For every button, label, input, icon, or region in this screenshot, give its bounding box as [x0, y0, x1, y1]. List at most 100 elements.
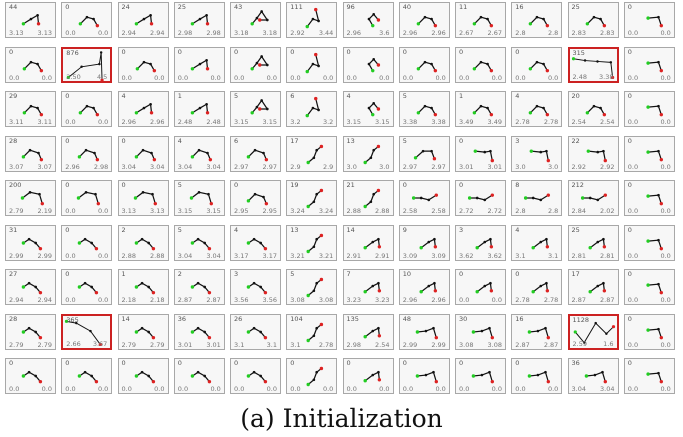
arm-pose-figure: [467, 193, 495, 202]
end-effector-marker: [320, 277, 324, 282]
cell-count: 0: [515, 359, 520, 367]
cell-right-value: 3.04: [600, 385, 615, 393]
arm-joint: [260, 10, 263, 13]
cell-count: 0: [459, 270, 464, 278]
end-effector-marker: [489, 244, 494, 248]
pose-cell: 96 2.96 3.6: [342, 2, 394, 38]
arm-pose-figure: [306, 277, 324, 298]
arm-joint: [536, 373, 540, 377]
arm-joint: [36, 13, 39, 17]
arm-joint: [312, 378, 316, 382]
base-joint-marker: [528, 111, 533, 115]
cell-count: 0: [515, 270, 520, 278]
cell-left-value: 3.15: [234, 118, 249, 126]
arm-joint: [311, 17, 315, 21]
cell-left-value: 2.97: [402, 162, 418, 171]
base-joint-marker: [190, 22, 194, 26]
arm-joint: [100, 50, 103, 54]
end-effector-marker: [433, 289, 437, 293]
end-effector-marker: [610, 75, 614, 79]
arm-joint: [370, 240, 374, 243]
arm-links: [473, 60, 492, 71]
cell-count: 0: [515, 47, 520, 56]
arm-pose-figure: [646, 282, 663, 295]
arm-links: [79, 282, 98, 294]
cell-count: 365: [66, 315, 79, 324]
arm-joint: [29, 60, 33, 63]
base-joint-marker: [21, 154, 26, 159]
end-effector-marker: [153, 201, 157, 206]
cell-right-value: 2.58: [431, 207, 446, 215]
arm-links: [364, 189, 379, 207]
cell-right-value: 0.0: [97, 251, 109, 260]
base-joint-marker: [370, 112, 374, 117]
base-joint-marker: [78, 374, 82, 378]
pose-cell: 0 0.0 0.0: [623, 269, 675, 305]
pose-cell: 28 2.79 2.79: [5, 313, 56, 350]
cell-left-value: 3.1: [234, 340, 245, 349]
arm-pose-figure: [190, 102, 210, 115]
cell-left-value: 3.0: [515, 162, 526, 171]
cell-count: 2: [177, 270, 182, 278]
pose-cell: 5 3.08 3.08: [286, 269, 338, 305]
end-effector-marker: [377, 289, 381, 293]
end-effector-marker: [659, 157, 663, 161]
cell-right-value: 0.0: [660, 340, 671, 349]
arm-pose-figure: [20, 191, 45, 206]
pose-cell: 16 2.8 2.8: [511, 2, 563, 38]
arm-joint: [593, 321, 597, 324]
arm-joint: [196, 370, 200, 374]
base-joint-marker: [646, 149, 650, 154]
cell-count: 0: [177, 359, 182, 367]
cell-count: 0: [459, 136, 464, 145]
arm-joint: [34, 241, 38, 244]
arm-links: [367, 102, 379, 115]
arm-joint: [479, 60, 483, 63]
pose-cell: 0 0.0 0.0: [173, 46, 225, 83]
cell-right-value: 0.0: [210, 73, 221, 82]
base-joint-marker: [362, 379, 367, 383]
base-joint-marker: [370, 68, 374, 72]
arm-joint: [656, 149, 660, 152]
cell-left-value: 2.84: [571, 207, 586, 215]
cell-left-value: 0.0: [627, 118, 639, 126]
end-effector-marker: [545, 289, 550, 293]
end-effector-marker: [603, 158, 607, 162]
arm-joint: [371, 57, 375, 61]
arm-joint: [148, 13, 152, 17]
cell-left-value: 0.0: [515, 73, 526, 82]
cell-left-value: 3.01: [459, 162, 474, 171]
arm-joint: [486, 106, 489, 110]
end-effector-marker: [376, 18, 380, 22]
arm-joint: [98, 62, 101, 65]
pose-cell: 0 2.78 2.78: [511, 269, 563, 305]
end-effector-marker: [263, 379, 268, 384]
base-joint-marker: [190, 66, 194, 70]
arm-joint: [146, 330, 150, 333]
end-effector-marker: [490, 379, 495, 384]
arm-joint: [595, 150, 599, 153]
pose-cell: 0 0.0 0.0: [173, 358, 225, 394]
base-joint-marker: [246, 329, 251, 334]
end-effector-marker: [659, 23, 663, 28]
cell-right-value: 2.99: [37, 251, 52, 260]
base-joint-marker: [646, 60, 650, 65]
cell-count: 27: [9, 270, 18, 278]
arm-joint: [423, 104, 427, 108]
arm-joint: [89, 329, 93, 332]
base-joint-marker: [22, 66, 27, 70]
arm-joint: [85, 104, 89, 108]
arm-pose-figure: [21, 13, 41, 26]
cell-left-value: 2.79: [121, 340, 136, 349]
cell-right-value: 0.0: [41, 73, 52, 82]
arm-links: [135, 327, 154, 338]
base-joint-marker: [362, 204, 367, 209]
pose-cell: 0 0.0 0.0: [5, 358, 56, 394]
arm-joint: [595, 240, 599, 243]
arm-joint: [656, 60, 660, 63]
base-joint-marker: [362, 290, 367, 294]
cell-count: 0: [234, 359, 239, 367]
arm-joint: [592, 15, 595, 19]
arm-links: [529, 326, 550, 338]
end-effector-marker: [489, 23, 494, 28]
